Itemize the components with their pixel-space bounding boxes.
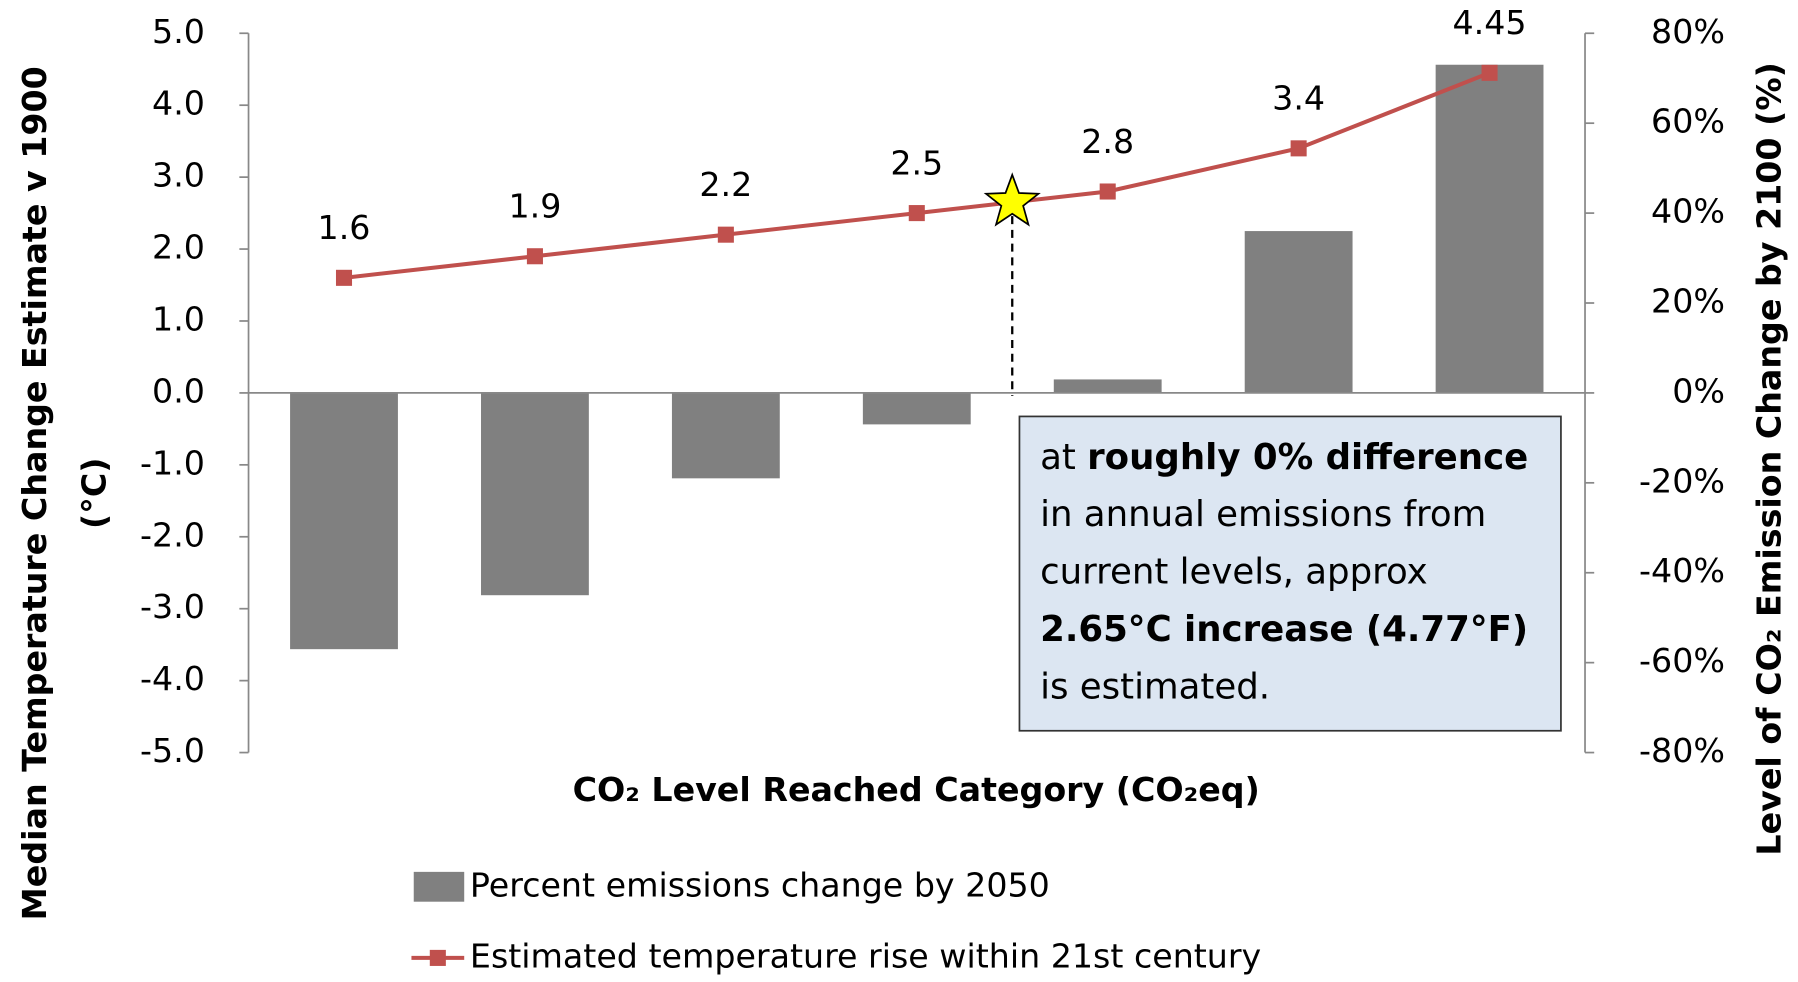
bar: [1053, 379, 1162, 393]
annotation-text: current levels, approx: [1040, 552, 1428, 593]
data-label: 1.9: [508, 187, 561, 226]
annotation-text: at: [1040, 437, 1087, 478]
annotation-line: is estimated.: [1040, 666, 1270, 707]
data-label: 2.5: [890, 143, 943, 182]
y-tick-label: -5.0: [140, 731, 205, 770]
y-axis-label: Median Temperature Change Estimate v 190…: [15, 66, 54, 920]
y-axis-label: (°C): [74, 458, 113, 529]
legend-swatch: [429, 949, 446, 966]
annotation-line: in annual emissions from: [1040, 494, 1486, 535]
y2-tick-label: 60%: [1651, 102, 1725, 141]
annotation-box: [1018, 415, 1562, 732]
data-label: 3.4: [1272, 79, 1325, 118]
y2-tick-label: 80%: [1651, 12, 1725, 51]
data-label: 1.6: [318, 208, 371, 247]
line-marker: [1290, 140, 1307, 157]
line-marker: [1099, 183, 1116, 200]
bar: [862, 392, 971, 425]
line-marker: [1481, 64, 1498, 81]
line-marker: [335, 269, 353, 286]
bar: [1244, 231, 1353, 393]
y-tick-label: 4.0: [152, 84, 205, 123]
y-tick-label: -4.0: [140, 659, 205, 698]
bar: [290, 392, 398, 650]
y-tick-label: 3.0: [152, 156, 205, 195]
y-tick-label: 0.0: [152, 371, 205, 410]
legend-swatch: [413, 871, 465, 902]
data-label: 2.2: [699, 165, 752, 204]
x-axis-label: CO₂ Level Reached Category (CO₂eq): [573, 770, 1260, 809]
legend-label: Percent emissions change by 2050: [470, 865, 1050, 904]
bar: [1435, 64, 1544, 393]
marker-star: [983, 172, 1041, 227]
annotation-text: in annual emissions from: [1040, 494, 1486, 535]
y2-tick-label: -60%: [1639, 641, 1725, 680]
line-marker: [717, 226, 734, 243]
annotation-line: at roughly 0% difference: [1040, 437, 1528, 478]
y-tick-label: -3.0: [140, 587, 205, 626]
data-label: 2.8: [1081, 122, 1134, 161]
y2-tick-label: 40%: [1651, 192, 1725, 231]
y2-tick-label: -20%: [1639, 461, 1725, 500]
legend-label: Estimated temperature rise within 21st c…: [470, 936, 1261, 975]
y-tick-label: 2.0: [152, 228, 205, 267]
data-label: 4.45: [1453, 3, 1527, 42]
annotation-text: 2.65°C increase (4.77°F): [1040, 609, 1528, 650]
line-marker: [908, 205, 925, 222]
y2-axis-label: Level of CO₂ Emission Change by 2100 (%): [1749, 62, 1788, 855]
bar: [671, 392, 780, 479]
y-tick-label: -1.0: [140, 443, 205, 482]
y-tick-label: 1.0: [152, 299, 205, 338]
y2-tick-label: 20%: [1651, 282, 1725, 321]
y2-tick-label: -80%: [1639, 731, 1725, 770]
annotation-line: 2.65°C increase (4.77°F): [1040, 609, 1528, 650]
y-tick-label: 5.0: [152, 12, 205, 51]
y2-tick-label: -40%: [1639, 551, 1725, 590]
annotation-text: roughly 0% difference: [1087, 437, 1528, 478]
y-tick-label: -2.0: [140, 515, 205, 554]
y2-tick-label: 0%: [1672, 371, 1725, 410]
bar: [481, 392, 589, 596]
annotation-line: current levels, approx: [1040, 552, 1428, 593]
line-marker: [526, 248, 543, 265]
annotation-text: is estimated.: [1040, 666, 1270, 707]
